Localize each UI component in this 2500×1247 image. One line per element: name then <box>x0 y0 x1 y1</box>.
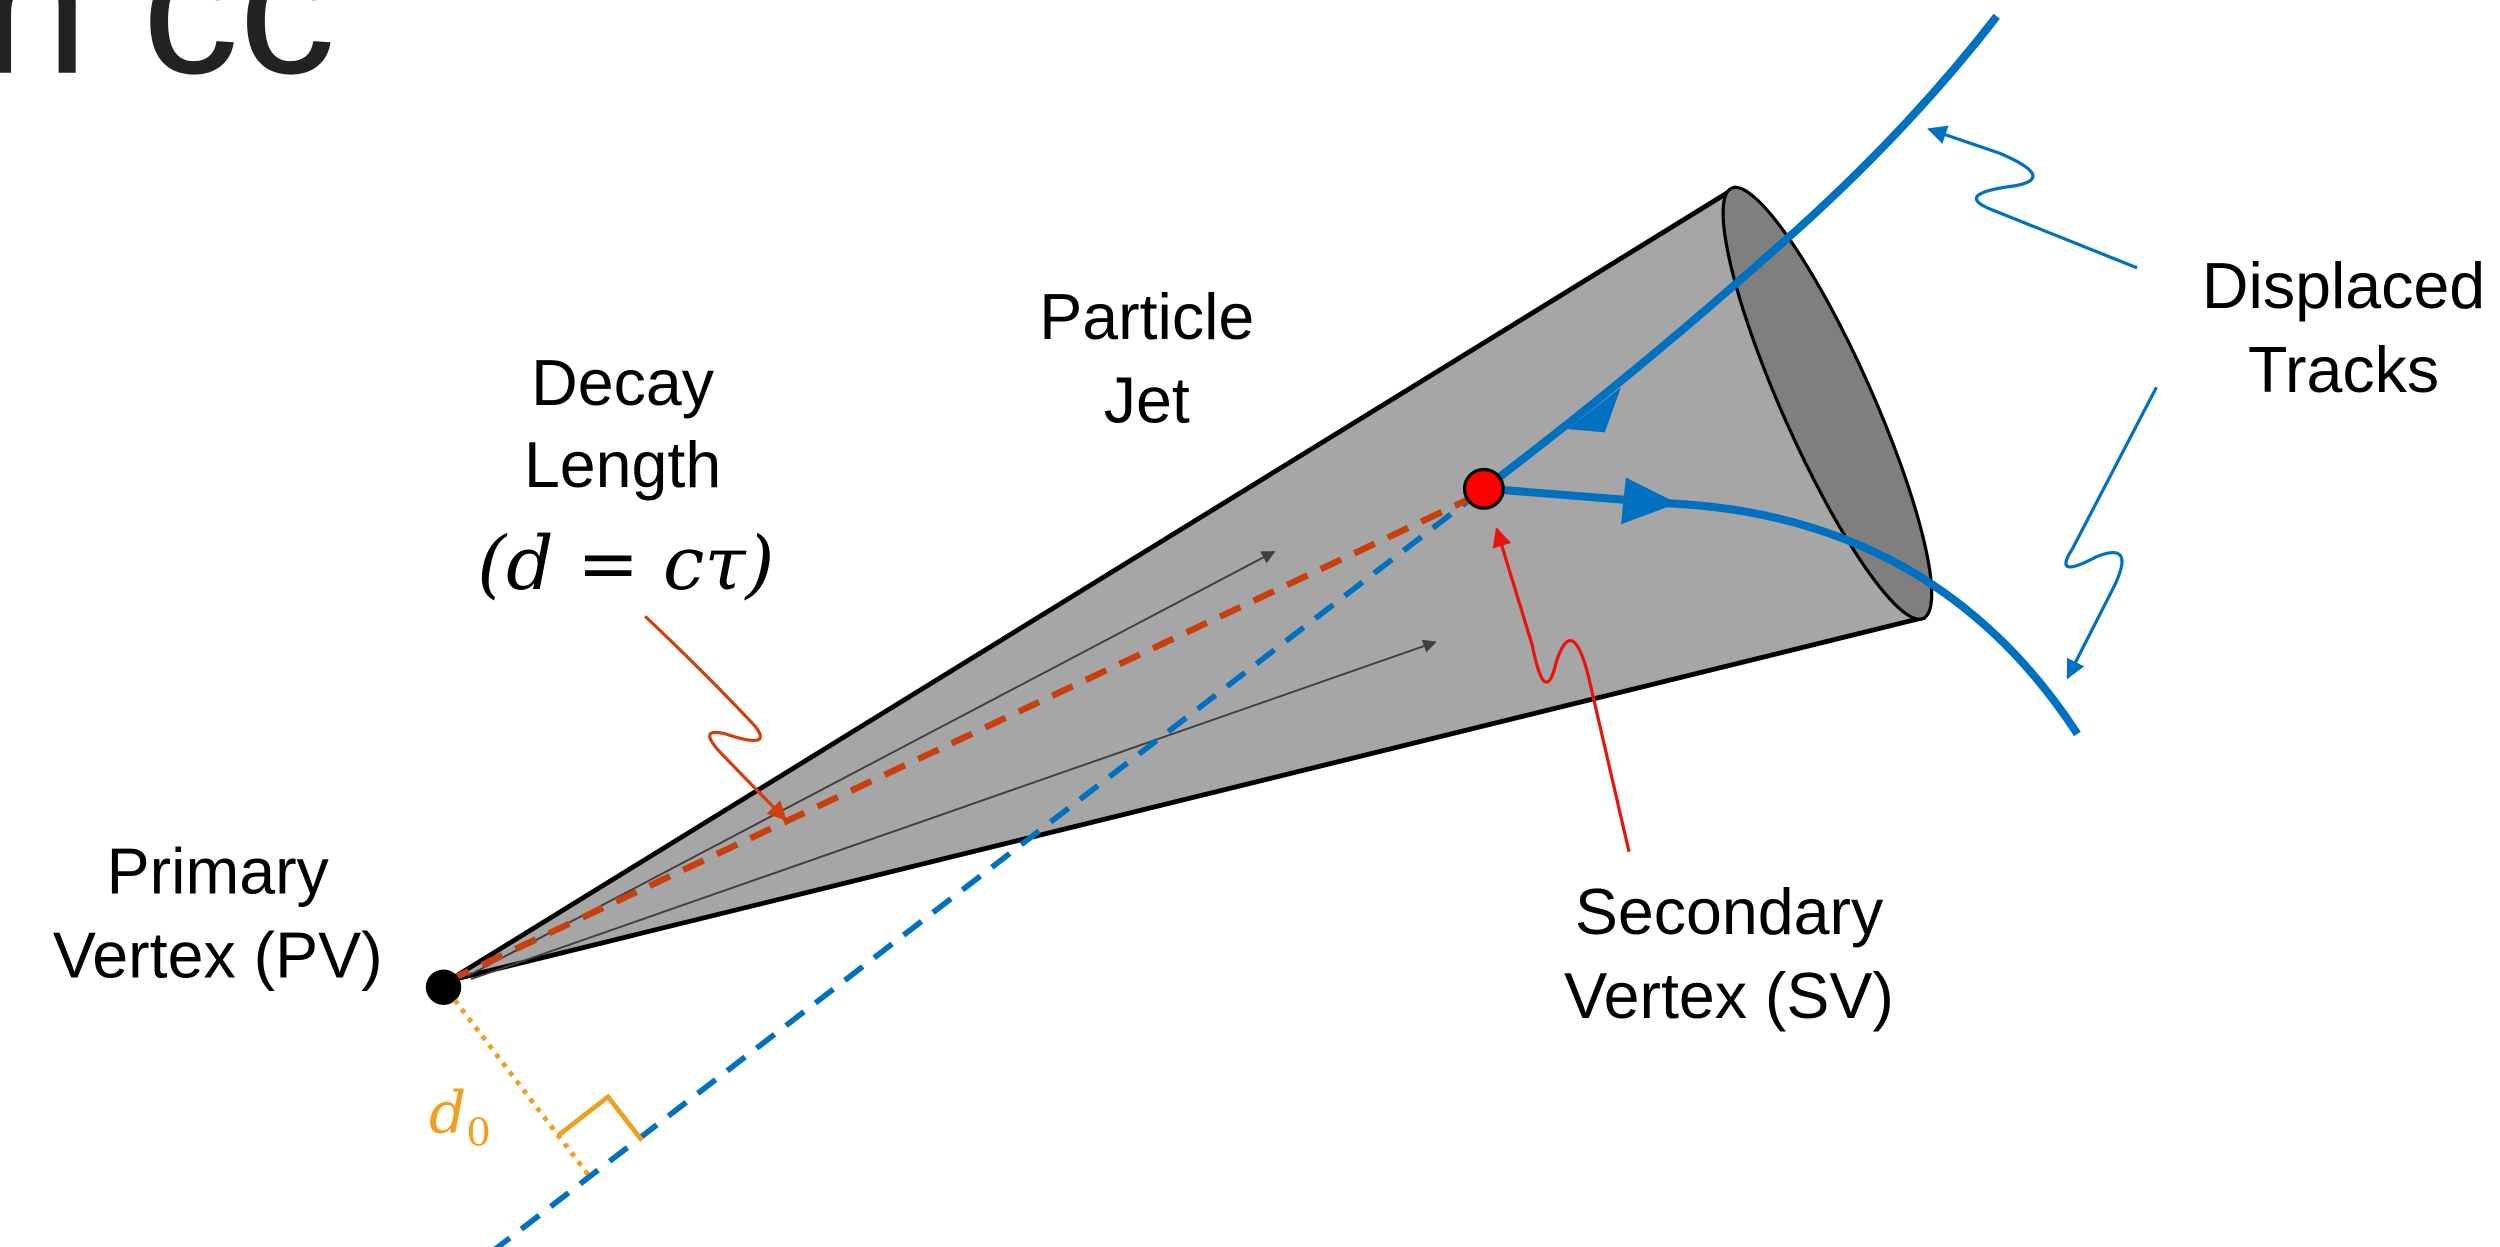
secondary-vertex <box>1465 469 1504 508</box>
formula: (d = cτ) <box>477 521 774 607</box>
label: Displaced <box>2202 250 2485 322</box>
diagram: n cc Decay Length (d = cτ) Particle Jet … <box>0 0 2500 1247</box>
label: Vertex (PV) <box>53 920 383 992</box>
label: Decay <box>531 347 715 419</box>
label: Vertex (SV) <box>1564 960 1894 1032</box>
label: Particle <box>1039 281 1254 353</box>
title-fragment: n cc <box>0 0 336 115</box>
label: Jet <box>1104 365 1190 437</box>
label: Secondary <box>1575 876 1884 948</box>
pointer <box>2066 387 2157 677</box>
d0-symbol: d <box>429 1078 466 1146</box>
label: Tracks <box>2248 334 2439 406</box>
label: Length <box>524 429 721 501</box>
label: Primary <box>107 836 330 908</box>
pointer <box>1929 129 2137 268</box>
right-angle <box>558 1097 642 1141</box>
d0-label: d0 <box>429 1078 491 1155</box>
page: {"title_fragment": "n cc", "labels": { "… <box>0 0 2500 1247</box>
d0-subscript: 0 <box>466 1110 491 1155</box>
